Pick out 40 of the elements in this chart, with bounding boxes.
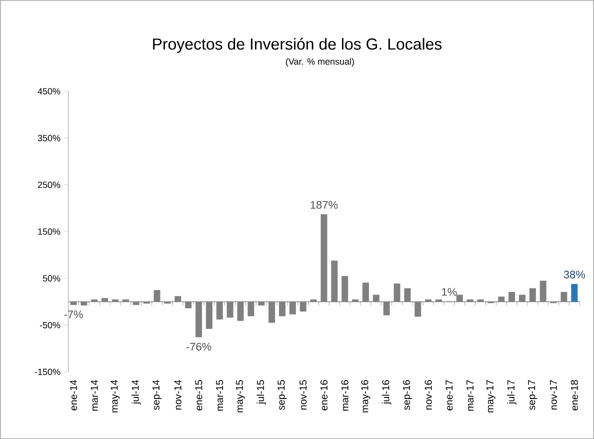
x-tick-label: sep-16 <box>402 380 412 410</box>
x-tick-label: ene-18 <box>570 380 578 410</box>
y-tick-label: -150% <box>34 368 60 375</box>
x-tick-label: nov-15 <box>300 380 307 410</box>
chart-title: Proyectos de Inversión de los G. Locales <box>153 38 442 53</box>
y-tick-label: -50% <box>40 322 60 328</box>
x-tick-label: ene-16 <box>320 380 328 410</box>
data-label: 1% <box>442 288 457 296</box>
x-tick-label: jul-14 <box>131 380 141 404</box>
x-tick-label: may-14 <box>110 380 120 412</box>
x-tick-label: ene-17 <box>446 380 453 410</box>
y-tick-label: 450% <box>38 88 60 94</box>
x-tick-label: sep-15 <box>278 380 287 410</box>
x-tick-label: nov-14 <box>174 380 182 410</box>
y-tick-label: 250% <box>38 182 60 188</box>
data-label: 187% <box>310 200 338 209</box>
x-tick-label: may-16 <box>361 380 370 412</box>
x-tick-label: mar-17 <box>466 380 474 411</box>
bar <box>571 284 578 302</box>
x-tick-label: sep-17 <box>528 380 538 410</box>
y-tick-label: 50% <box>42 275 60 282</box>
x-tick-label: mar-16 <box>341 380 348 411</box>
data-label: 38% <box>564 270 585 278</box>
x-tick-label: nov-16 <box>424 380 432 410</box>
x-tick-label: ene-14 <box>70 380 78 410</box>
data-label: -7% <box>64 310 83 318</box>
x-tick-label: sep-14 <box>152 380 162 410</box>
x-tick-label: mar-15 <box>216 380 224 411</box>
x-tick-label: ene-15 <box>195 380 202 410</box>
x-tick-label: jul-17 <box>507 380 516 404</box>
data-label: -76% <box>186 342 212 350</box>
chart-subtitle: (Var. % mensual) <box>286 58 354 66</box>
x-tick-label: nov-17 <box>550 380 558 410</box>
x-tick-label: mar-14 <box>90 380 98 411</box>
y-tick-label: 350% <box>38 134 60 142</box>
x-tick-label: jul-16 <box>382 380 392 404</box>
y-tick-label: 150% <box>38 228 60 235</box>
x-tick-label: may-15 <box>236 380 245 412</box>
x-tick-label: may-17 <box>486 380 496 412</box>
x-tick-label: jul-15 <box>256 380 266 404</box>
